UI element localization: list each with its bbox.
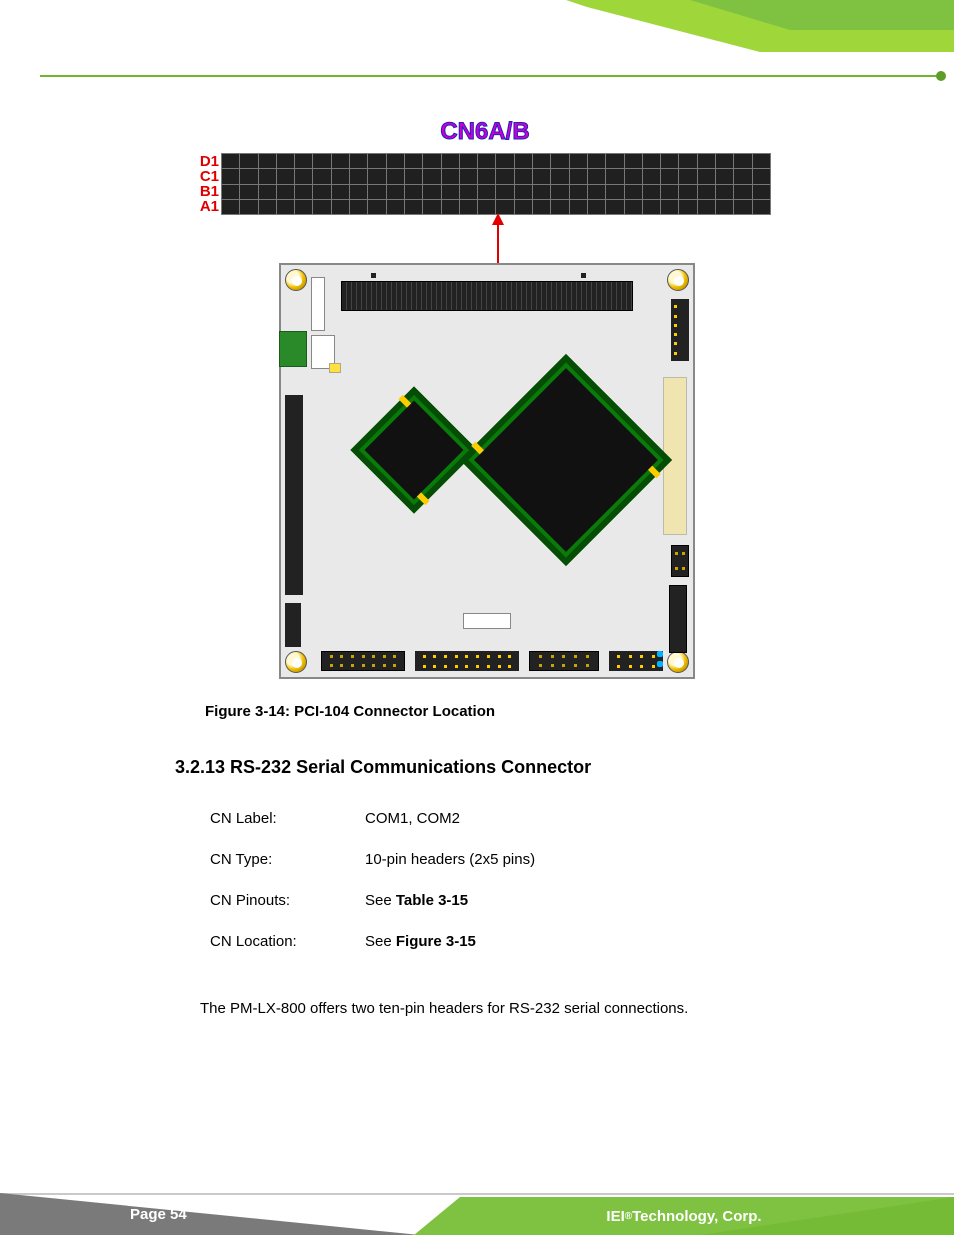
kv-value: 10-pin headers (2x5 pins) xyxy=(365,851,710,868)
table-row: CN Type: 10-pin headers (2x5 pins) xyxy=(210,851,710,868)
pci104-connector xyxy=(341,281,633,311)
kv-key: CN Location: xyxy=(210,933,365,950)
header-yellow xyxy=(285,395,303,595)
figure-caption: Figure 3-14: PCI-104 Connector Location xyxy=(205,703,495,720)
section-heading: 3.2.13 RS-232 Serial Communications Conn… xyxy=(175,757,591,778)
kv-key: CN Type: xyxy=(210,851,365,868)
header-wedge xyxy=(0,0,954,75)
header-black xyxy=(321,651,405,671)
led-icon xyxy=(657,651,663,657)
chip-icon xyxy=(350,386,477,513)
chip-icon xyxy=(460,354,672,566)
white-connector xyxy=(463,613,511,629)
header-rule xyxy=(40,75,940,77)
table-row: CN Pinouts: See Table 3-15 xyxy=(210,892,710,909)
mounting-hole-icon xyxy=(285,269,307,291)
header-black xyxy=(529,651,599,671)
page-number: Page 54 xyxy=(130,1206,187,1223)
mounting-hole-icon xyxy=(667,269,689,291)
row-label: B1 xyxy=(191,184,219,199)
header-black xyxy=(669,585,687,653)
mounting-hole-icon xyxy=(667,651,689,673)
row-labels: D1 C1 B1 A1 xyxy=(191,154,219,214)
mounting-hole-icon xyxy=(285,651,307,673)
kv-value: See Table 3-15 xyxy=(365,892,710,909)
pointer-arrow xyxy=(497,215,499,263)
pin-strip xyxy=(221,153,771,215)
figure-pci104: CN6A/B D1 C1 B1 A1 xyxy=(197,118,773,686)
header-black xyxy=(671,545,689,577)
header-banner xyxy=(0,0,954,75)
page-footer: Page 54 IEI® Technology, Corp. xyxy=(0,1175,954,1235)
kv-key: CN Label: xyxy=(210,810,365,827)
header-rule-dot xyxy=(936,71,946,81)
footer-corp: IEI® Technology, Corp. xyxy=(414,1197,954,1235)
body-paragraph: The PM-LX-800 offers two ten-pin headers… xyxy=(200,1000,688,1017)
connector-title: CN6A/B xyxy=(197,118,773,146)
table-row: CN Location: See Figure 3-15 xyxy=(210,933,710,950)
connector-info-table: CN Label: COM1, COM2 CN Type: 10-pin hea… xyxy=(210,810,710,974)
kv-value: COM1, COM2 xyxy=(365,810,710,827)
kv-key: CN Pinouts: xyxy=(210,892,365,909)
header-yellow xyxy=(671,299,689,361)
header-yellow xyxy=(285,603,301,647)
white-connector xyxy=(311,277,325,331)
row-label: C1 xyxy=(191,169,219,184)
row-label: A1 xyxy=(191,199,219,214)
pcb-board xyxy=(279,263,695,679)
yellow-jumper xyxy=(329,363,341,373)
header-yellow xyxy=(415,651,519,671)
green-connector xyxy=(279,331,307,367)
led-icon xyxy=(657,661,663,667)
row-label: D1 xyxy=(191,154,219,169)
table-row: CN Label: COM1, COM2 xyxy=(210,810,710,827)
kv-value: See Figure 3-15 xyxy=(365,933,710,950)
header-yellow xyxy=(609,651,663,671)
